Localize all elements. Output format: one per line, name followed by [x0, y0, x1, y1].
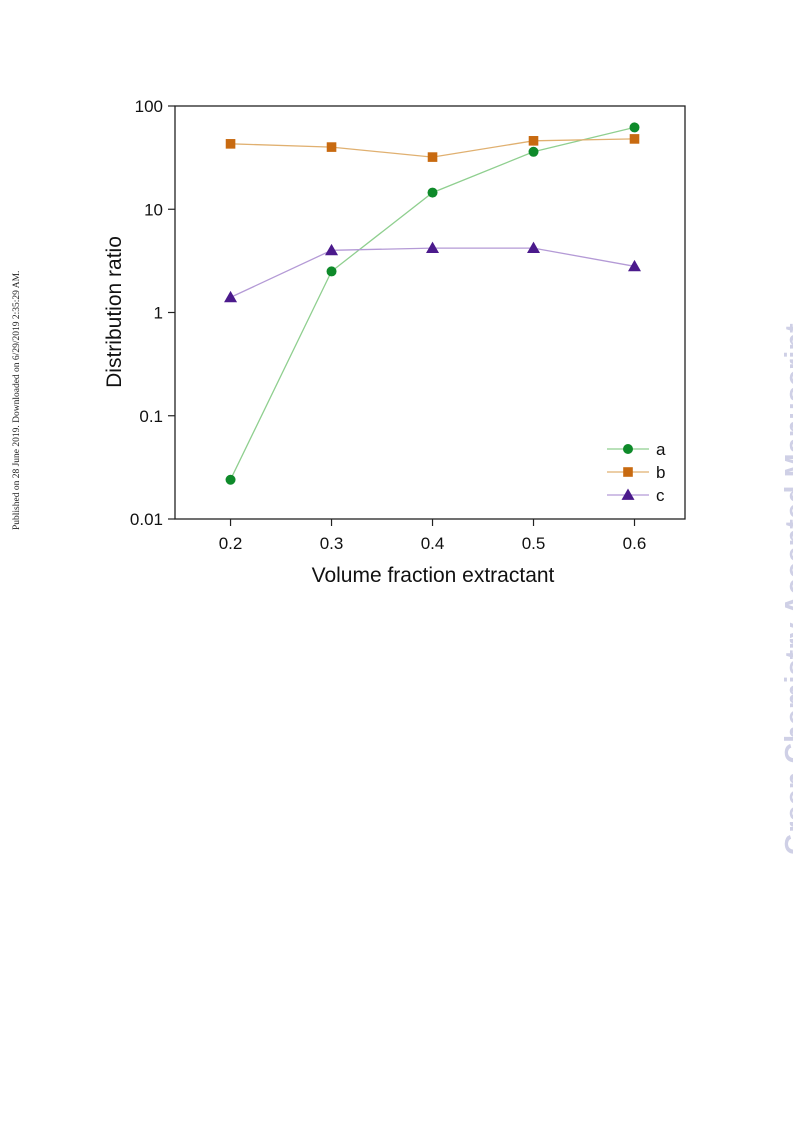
x-tick-label: 0.4	[421, 534, 445, 553]
data-point-a	[427, 187, 438, 198]
data-point-a	[225, 474, 236, 485]
x-tick-label: 0.6	[623, 534, 647, 553]
x-tick-label: 0.3	[320, 534, 344, 553]
data-point-a	[326, 266, 337, 277]
data-point-a	[528, 146, 539, 157]
data-point-b	[629, 134, 640, 144]
data-point-a	[629, 122, 640, 133]
series-line-c	[230, 247, 635, 298]
data-point-b	[326, 142, 337, 152]
legend-marker-c	[621, 488, 635, 500]
plot-area-frame	[174, 105, 686, 520]
y-tick-label: 100	[135, 97, 163, 116]
data-point-c	[628, 259, 642, 272]
legend-label-b: b	[656, 463, 665, 482]
x-axis-label: Volume fraction extractant	[312, 564, 555, 587]
series-layer	[224, 122, 642, 485]
y-tick-label: 10	[144, 200, 163, 219]
y-tick-label: 1	[154, 304, 163, 323]
y-axis-label: Distribution ratio	[103, 236, 126, 388]
x-tick-label: 0.5	[522, 534, 546, 553]
data-point-c	[325, 243, 339, 256]
series-c	[224, 241, 642, 303]
legend: abc	[607, 440, 666, 505]
x-tick-label: 0.2	[219, 534, 243, 553]
x-axis-ticks: 0.2 0.3 0.4 0.5 0.6	[219, 519, 647, 553]
data-point-c	[224, 290, 238, 303]
data-point-c	[426, 241, 440, 254]
y-tick-label: 0.01	[130, 510, 163, 529]
legend-label-c: c	[656, 486, 665, 505]
y-axis-ticks: 0.01 0.1 1 10 100	[130, 97, 175, 529]
legend-label-a: a	[656, 440, 666, 459]
series-line-a	[229, 126, 635, 480]
data-point-b	[427, 152, 438, 162]
legend-marker-a	[623, 444, 633, 454]
data-point-b	[528, 136, 539, 146]
series-b	[225, 134, 640, 162]
data-point-b	[225, 139, 236, 149]
data-point-c	[527, 241, 541, 254]
legend-marker-b	[623, 467, 633, 477]
y-tick-label: 0.1	[139, 407, 163, 426]
series-a	[225, 122, 640, 485]
